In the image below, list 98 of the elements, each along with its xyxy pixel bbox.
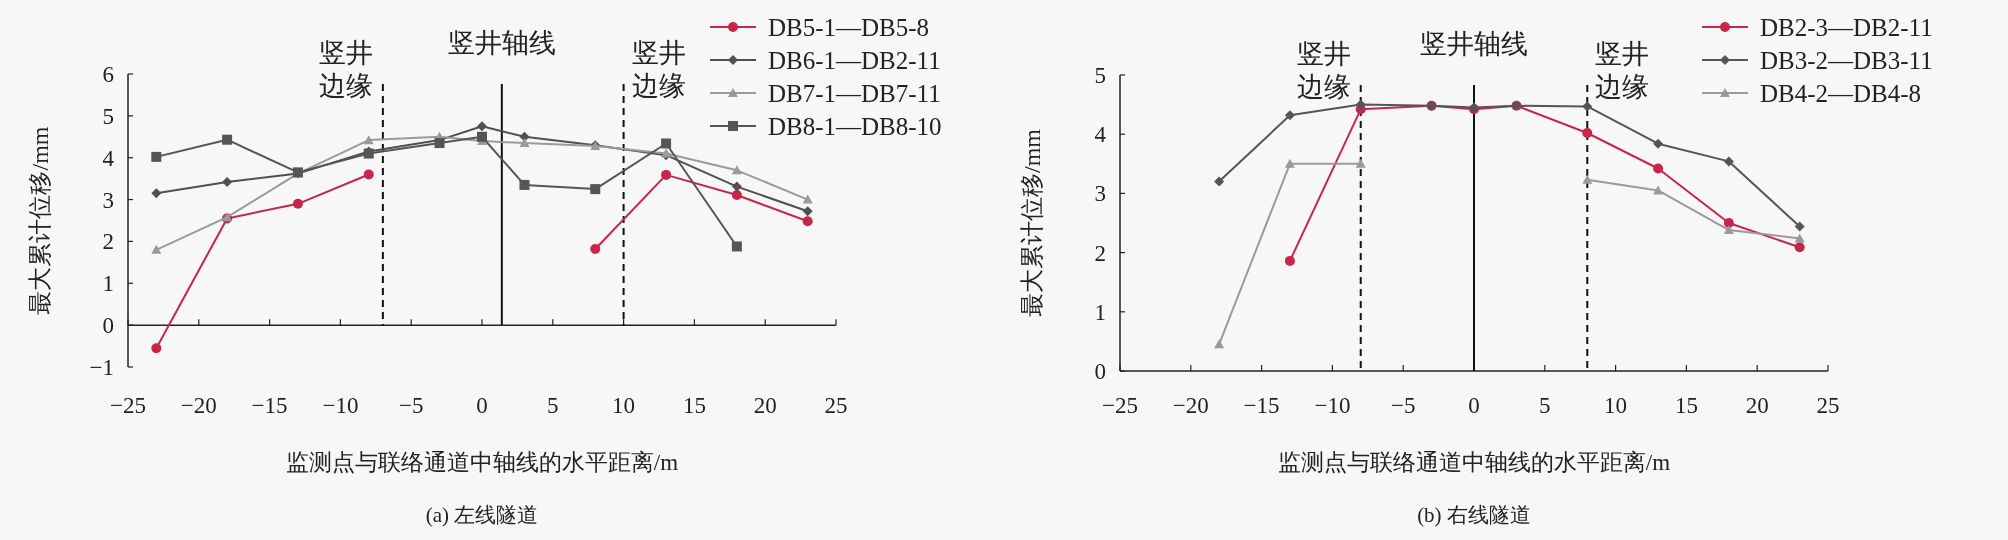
point <box>1653 185 1664 195</box>
y-tick-label: 1 <box>1094 299 1106 325</box>
y-tick-label: 1 <box>102 271 114 297</box>
x-tick-label: −10 <box>1314 393 1351 418</box>
y-tick-label: 4 <box>1094 122 1107 148</box>
ref-line-label: 竖井轴线 <box>447 28 556 58</box>
point <box>802 216 813 227</box>
ref-line-label: 竖井边缘 <box>1595 39 1650 102</box>
point <box>731 241 742 252</box>
x-tick-label: 0 <box>1468 393 1480 418</box>
ref-line-label: 竖井边缘 <box>631 38 686 101</box>
text: (a) 左线隧道 <box>425 503 539 527</box>
x-tick-label: 10 <box>612 393 636 418</box>
point <box>519 138 530 148</box>
point <box>1214 339 1225 349</box>
point <box>1653 138 1664 149</box>
x-tick-label: 15 <box>1674 393 1698 418</box>
y-tick-label: 3 <box>102 187 114 213</box>
x-tick-label: 20 <box>1745 393 1769 418</box>
y-tick-label: 5 <box>1094 63 1106 88</box>
y-tick-label: 5 <box>102 103 114 129</box>
point <box>1723 218 1734 228</box>
legend-label: DB7-1—DB7-11 <box>768 80 941 107</box>
legend-label: DB2-3—DB2-11 <box>1760 14 1933 41</box>
point <box>731 189 742 200</box>
point <box>363 135 374 145</box>
x-tick-label: −5 <box>398 393 424 418</box>
point <box>731 181 742 192</box>
point <box>1284 158 1295 168</box>
point <box>363 169 374 180</box>
point <box>1794 242 1805 253</box>
point <box>661 138 672 149</box>
x-tick-label: −10 <box>322 393 359 418</box>
x-tick-label: 15 <box>682 393 706 418</box>
x-tick-label: 25 <box>1816 393 1840 418</box>
y-tick-label: 6 <box>102 62 114 87</box>
x-tick-label: 10 <box>1604 393 1628 418</box>
point <box>1723 156 1734 167</box>
y-tick-label: 4 <box>102 145 115 171</box>
x-tick-label: −20 <box>1172 393 1209 418</box>
point <box>1794 221 1805 232</box>
point <box>222 176 233 187</box>
point <box>519 179 530 190</box>
x-tick-label: −25 <box>110 393 146 418</box>
legend-label: DB5-1—DB5-8 <box>768 14 930 41</box>
x-tick-label: −20 <box>180 393 217 418</box>
point <box>1355 99 1366 110</box>
y-tick-label: 3 <box>1094 181 1106 207</box>
point <box>151 244 162 254</box>
y-axis-title: 最大累计位移/mm <box>27 126 53 315</box>
y-axis-title: 最大累计位移/mm <box>1019 128 1045 318</box>
y-tick-label: 2 <box>1094 240 1106 266</box>
x-tick-label: 20 <box>753 393 777 418</box>
point <box>222 134 233 145</box>
point <box>292 198 303 209</box>
y-tick-label: 0 <box>102 313 114 339</box>
legend-label: DB8-1—DB8-10 <box>768 113 942 140</box>
y-tick-label: −1 <box>89 355 114 380</box>
point <box>802 206 813 217</box>
ref-line-label: 竖井轴线 <box>1420 29 1528 59</box>
x-tick-label: 0 <box>476 393 488 418</box>
x-axis-title: 监测点与联络通道中轴线的水平距离/m <box>1277 450 1671 475</box>
point <box>151 151 162 162</box>
point <box>1284 110 1295 121</box>
x-tick-label: 5 <box>547 393 559 418</box>
point <box>1723 225 1734 235</box>
x-tick-label: 25 <box>824 393 848 418</box>
point <box>802 194 813 204</box>
x-tick-label: −25 <box>1102 393 1138 418</box>
x-tick-label: −15 <box>251 393 288 418</box>
ref-line-label: 竖井边缘 <box>1296 39 1351 102</box>
point <box>477 121 487 132</box>
legend-label: DB3-2—DB3-11 <box>1760 47 1933 74</box>
legend-label: DB4-2—DB4-8 <box>1760 80 1922 107</box>
point <box>1355 158 1366 168</box>
ref-line-label: 竖井边缘 <box>318 38 373 101</box>
point <box>661 169 672 180</box>
point <box>151 188 162 199</box>
y-tick-label: 0 <box>1094 359 1106 384</box>
point <box>151 343 162 354</box>
point <box>1582 101 1593 112</box>
x-axis-title: 监测点与联络通道中轴线的水平距离/m <box>285 450 679 475</box>
x-tick-label: −15 <box>1243 393 1280 418</box>
point <box>590 243 601 254</box>
point <box>1284 255 1295 266</box>
point <box>1653 163 1664 174</box>
point <box>1582 128 1593 139</box>
point <box>731 165 742 175</box>
text: (b) 右线隧道 <box>1417 503 1531 527</box>
point <box>590 184 601 195</box>
x-tick-label: 5 <box>1539 393 1551 418</box>
y-tick-label: 2 <box>102 229 114 255</box>
point <box>1214 176 1225 187</box>
point <box>1794 233 1805 243</box>
legend-label: DB6-1—DB2-11 <box>768 47 941 74</box>
x-tick-label: −5 <box>1390 393 1416 418</box>
point <box>1582 174 1593 184</box>
point <box>477 131 487 142</box>
